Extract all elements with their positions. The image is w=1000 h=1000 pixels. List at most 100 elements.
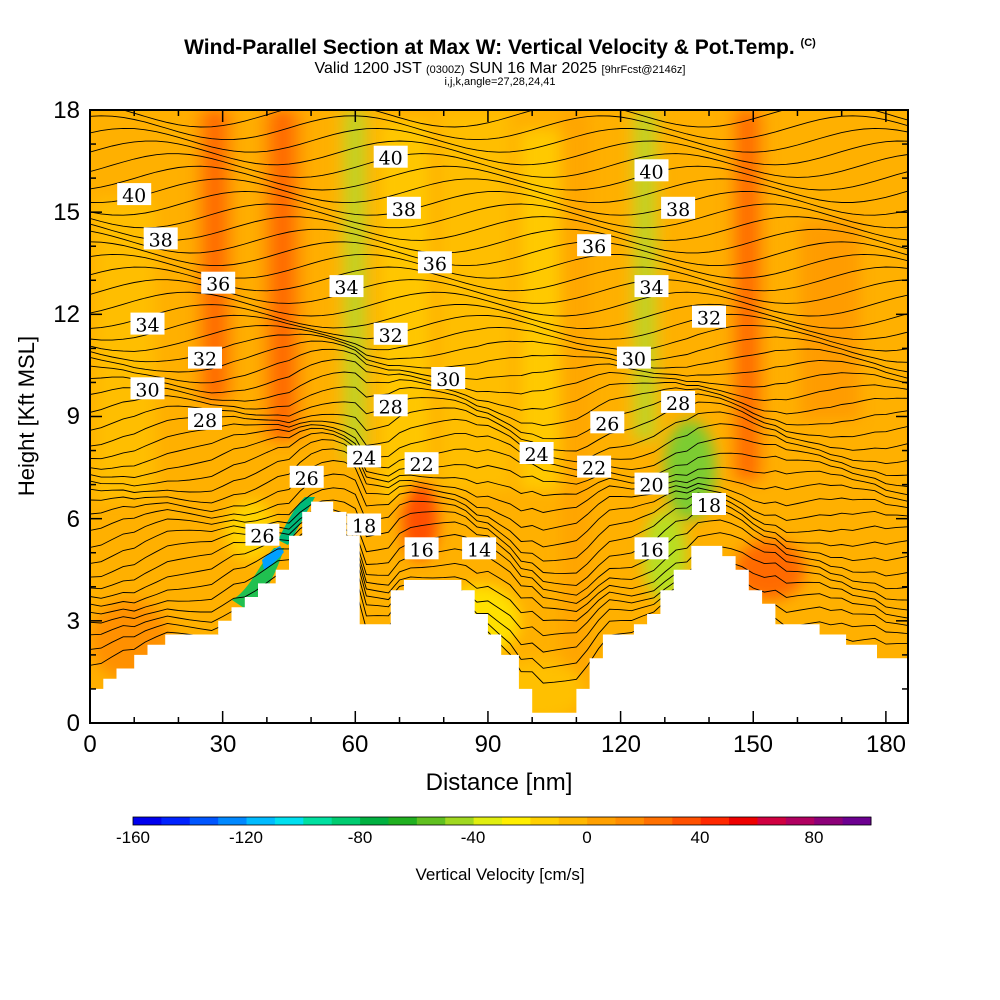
- theta-label: 34: [135, 315, 159, 337]
- theta-contour-line: [90, 371, 908, 411]
- theta-label-box: [634, 537, 669, 560]
- theta-label-box: [692, 305, 726, 328]
- colorbar-swatch: [416, 817, 446, 825]
- forecast-info: [9hrFcst@2146z]: [601, 64, 686, 76]
- colorbar: [132, 816, 872, 826]
- colorbar-tick-label: 40: [691, 828, 710, 847]
- theta-label-box: [634, 472, 669, 495]
- theta-label: 18: [352, 516, 376, 538]
- theta-contour-line: [90, 386, 908, 427]
- theta-label-box: [634, 159, 669, 182]
- theta-label-box: [289, 465, 324, 488]
- theta-label-box: [692, 493, 726, 515]
- theta-label-box: [519, 442, 554, 464]
- y-axis-label: Height [Kft MSL]: [14, 336, 39, 496]
- colorbar-swatch: [842, 817, 872, 825]
- theta-contour-line: [90, 523, 908, 612]
- theta-label-box: [386, 196, 421, 219]
- theta-label-box: [130, 377, 165, 400]
- colorbar-swatch: [331, 817, 361, 825]
- valid-date: SUN 16 Mar 2025: [469, 60, 598, 77]
- theta-label-box: [404, 537, 439, 560]
- colorbar-ticks: -160 -120 -80 -40 0 40 80: [116, 828, 823, 847]
- theta-label: 36: [206, 274, 230, 296]
- theta-label: 32: [697, 308, 721, 330]
- theta-label-box: [329, 275, 364, 298]
- theta-contour-line: [90, 423, 908, 471]
- colorbar-swatch: [615, 817, 645, 825]
- theta-label: 38: [392, 199, 416, 221]
- colorbar-swatch: [274, 817, 304, 825]
- theta-contour-line: [90, 538, 908, 637]
- colorbar-tick-label: 0: [582, 828, 591, 847]
- theta-contour-line: [90, 127, 908, 153]
- colorbar-tick-label: 80: [805, 828, 824, 847]
- colorbar-swatch: [303, 817, 333, 825]
- colorbar-swatch: [672, 817, 702, 825]
- theta-label: 36: [423, 253, 447, 275]
- theta-label: 32: [379, 325, 403, 347]
- theta-contour-line: [90, 393, 908, 440]
- theta-label-box: [616, 346, 651, 369]
- colorbar-swatch: [473, 817, 503, 825]
- theta-label-box: [347, 513, 382, 536]
- downdraft-core: [278, 497, 315, 545]
- colorbar-swatch: [502, 817, 531, 825]
- colorbar-swatch: [643, 817, 673, 825]
- theta-contour-line: [90, 140, 908, 166]
- theta-label: 36: [582, 236, 606, 258]
- theta-label: 40: [379, 148, 403, 170]
- theta-label-box: [577, 234, 612, 257]
- theta-contour-line: [90, 487, 908, 562]
- theta-label: 32: [193, 349, 217, 371]
- colorbar-swatch: [700, 817, 730, 825]
- colorbar-swatch: [814, 817, 844, 825]
- colorbar-tick-label: -40: [461, 828, 486, 847]
- downdraft-core: [262, 546, 284, 570]
- theta-label: 28: [379, 396, 403, 418]
- theta-contour-line: [90, 165, 908, 191]
- theta-label: 24: [525, 444, 549, 466]
- theta-label-box: [201, 271, 236, 294]
- colorbar-swatch: [729, 817, 758, 825]
- w-region: [255, 110, 310, 440]
- theta-label-box: [462, 537, 497, 560]
- theta-label: 38: [149, 229, 173, 251]
- theta-label: 40: [639, 161, 663, 183]
- theta-label-box: [661, 390, 696, 413]
- theta-contour-line: [90, 203, 908, 229]
- theta-label: 34: [334, 277, 358, 299]
- theta-contour-line: [90, 473, 908, 548]
- theta-label: 26: [595, 413, 619, 435]
- colorbar-frame: [132, 816, 872, 826]
- x-axis: 0 30 60 90 120 150 180: [83, 731, 906, 758]
- theta-contour-line: [90, 499, 908, 574]
- theta-label-box: [590, 411, 625, 434]
- theta-contour-line: [90, 303, 908, 329]
- theta-contour-line: [90, 333, 908, 363]
- w-region: [725, 110, 770, 480]
- colorbar-swatch: [558, 817, 588, 825]
- y-tick-label: 9: [67, 403, 80, 430]
- axis-ticks: [89, 109, 908, 724]
- theta-contour-line: [90, 529, 908, 622]
- theta-label-box: [188, 407, 222, 430]
- colorbar-swatch: [189, 817, 219, 825]
- x-axis-label: Distance [nm]: [426, 769, 573, 796]
- theta-label: 18: [697, 495, 721, 517]
- theta-label-box: [661, 196, 696, 219]
- theta-label: 38: [666, 199, 690, 221]
- colorbar-swatch: [757, 817, 787, 825]
- theta-contour-line: [90, 514, 908, 596]
- x-tick-label: 120: [601, 731, 641, 758]
- theta-label-box: [577, 455, 612, 478]
- theta-label: 40: [122, 185, 146, 207]
- theta-label: 16: [410, 539, 434, 561]
- w-region: [440, 110, 510, 490]
- valid-time: Valid 1200 JST: [314, 60, 422, 77]
- theta-contour-line: [90, 216, 908, 241]
- theta-label: 28: [666, 393, 690, 415]
- theta-contour-line: [90, 228, 908, 254]
- chart-title-text: Wind-Parallel Section at Max W: Vertical…: [184, 36, 795, 59]
